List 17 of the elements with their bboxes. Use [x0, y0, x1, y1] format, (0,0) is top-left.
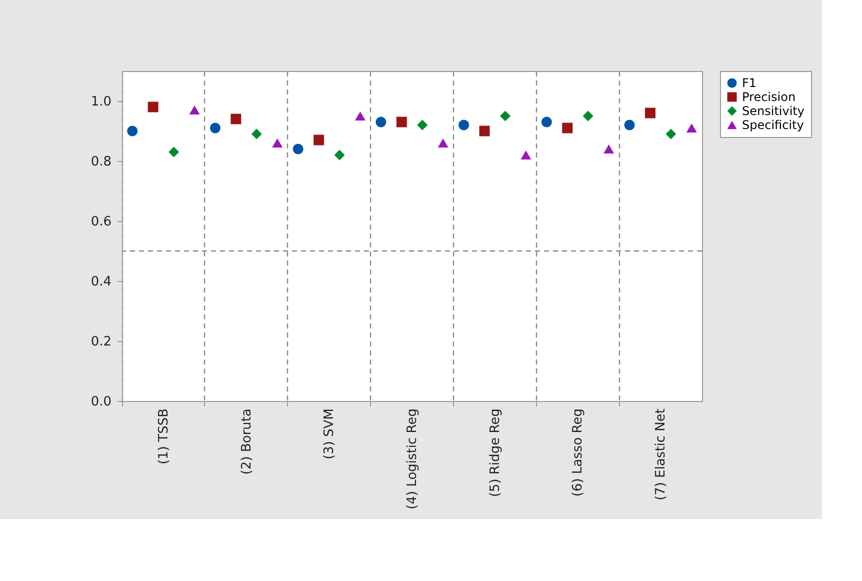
y-tick-label: 0.4	[90, 274, 112, 290]
legend-label: Specificity	[742, 118, 804, 132]
x-tick-label: (6) Lasso Reg	[570, 408, 586, 497]
x-tick-label: (4) Logistic Reg	[405, 408, 420, 510]
y-tick-label: 0.0	[90, 394, 112, 410]
y-tick-label: 0.8	[90, 154, 112, 170]
legend-label: Sensitivity	[742, 104, 804, 118]
x-tick-label: (7) Elastic Net	[654, 408, 669, 500]
x-tick-label: (3) SVM	[322, 408, 338, 460]
x-tick-label: (2) Boruta	[239, 408, 254, 475]
y-tick-label: 0.2	[90, 334, 112, 350]
legend-label: F1	[742, 76, 757, 90]
x-tick-label: (1) TSSB	[156, 408, 172, 464]
x-tick-label: (5) Ridge Reg	[488, 408, 503, 498]
legend-label: Precision	[742, 90, 796, 104]
y-tick-label: 0.6	[90, 214, 112, 230]
y-tick-label: 1.0	[90, 94, 112, 110]
